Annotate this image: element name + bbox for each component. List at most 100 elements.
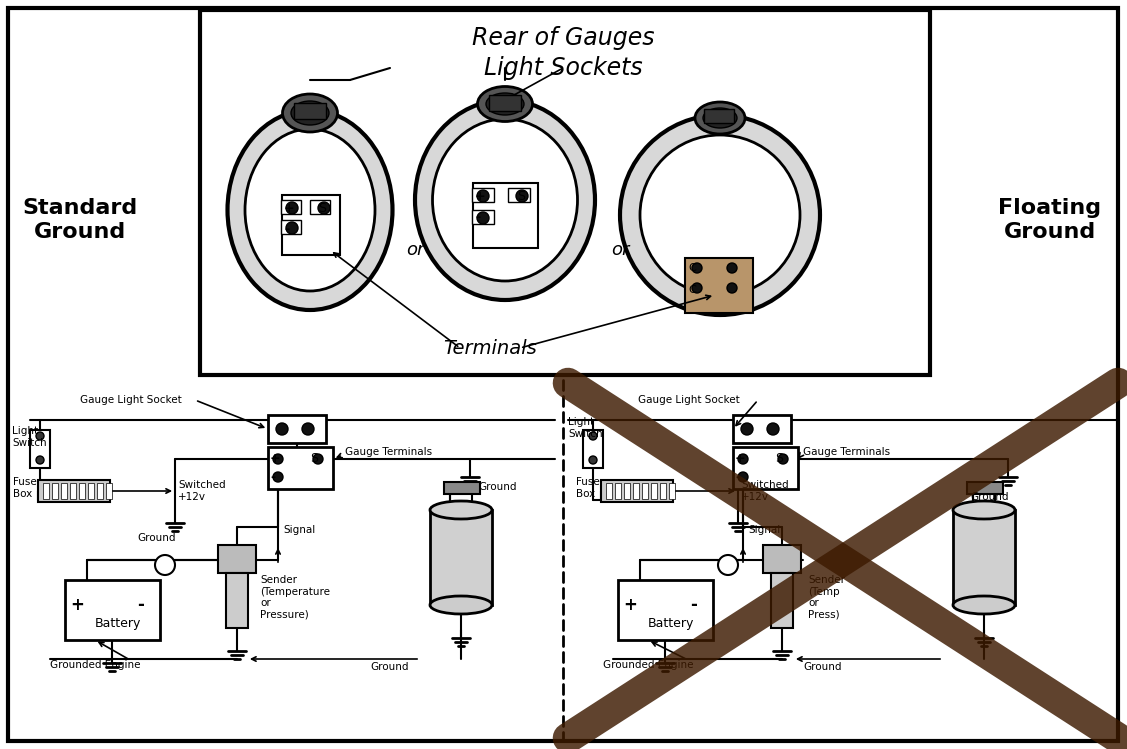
Ellipse shape [953,501,1015,519]
Bar [615,483,621,499]
Text: Signal: Signal [283,525,316,535]
Bar [704,109,734,123]
Bar [70,483,76,499]
Bar [268,447,332,489]
Bar [733,415,791,443]
Text: or: or [611,241,629,259]
Circle shape [156,555,175,575]
Circle shape [273,454,283,464]
Circle shape [640,135,800,295]
Circle shape [286,202,298,214]
Text: C: C [687,285,695,295]
Circle shape [692,263,702,273]
Bar [473,183,538,248]
Circle shape [727,263,737,273]
Circle shape [740,423,753,435]
Text: Battery: Battery [95,617,141,631]
Bar [953,510,1015,605]
Circle shape [276,423,289,435]
Bar [227,573,248,628]
Text: Fuse
Box: Fuse Box [14,477,37,499]
Bar [633,483,639,499]
Bar [281,220,301,234]
Text: Floating
Ground: Floating Ground [999,198,1101,242]
Bar [282,195,340,255]
Text: Gauge Light Socket: Gauge Light Socket [638,395,739,405]
Bar [763,545,801,573]
Circle shape [36,432,44,440]
Text: -: - [690,596,696,614]
Circle shape [273,472,283,482]
Text: +: + [474,189,486,202]
Bar [624,483,630,499]
Bar [79,483,85,499]
Bar [281,200,301,214]
Ellipse shape [228,110,392,310]
Circle shape [589,432,597,440]
Text: Switched
+12v: Switched +12v [178,480,225,502]
Ellipse shape [953,596,1015,614]
Bar [685,258,753,313]
Text: Sender
(Temperature
or
Pressure): Sender (Temperature or Pressure) [260,575,330,620]
Bar [618,580,713,640]
Text: Gauge Light Socket: Gauge Light Socket [80,395,181,405]
Bar [65,580,160,640]
Text: +: + [70,596,83,614]
Circle shape [318,202,330,214]
Bar [52,483,57,499]
Text: -: - [284,223,290,237]
Bar [97,483,103,499]
Text: Light
Switch: Light Switch [568,417,603,439]
Circle shape [718,555,738,575]
Bar [294,103,326,119]
Ellipse shape [695,102,745,134]
Bar [651,483,657,499]
Bar [106,483,112,499]
Text: +: + [735,452,746,465]
Text: Terminals: Terminals [443,339,536,357]
Text: Ground: Ground [371,662,409,672]
Text: Grounded Engine: Grounded Engine [50,660,141,670]
Ellipse shape [703,108,737,128]
Text: +: + [284,201,294,214]
Text: C: C [687,263,695,273]
Bar [38,480,110,502]
Bar [43,483,48,499]
Text: Ground: Ground [478,482,516,492]
Text: Signal: Signal [748,525,780,535]
Bar [967,482,1003,494]
Bar [472,188,494,202]
Text: S: S [318,201,326,214]
Bar [660,483,666,499]
Ellipse shape [478,86,532,121]
Text: Gauge Terminals: Gauge Terminals [345,447,432,457]
Ellipse shape [245,129,375,291]
Bar [733,447,798,489]
Bar [199,10,930,375]
Text: Light
Switch: Light Switch [12,426,46,448]
Bar [431,510,492,605]
Circle shape [477,190,489,202]
Circle shape [738,454,748,464]
Ellipse shape [431,596,492,614]
Circle shape [727,283,737,293]
Text: Ground: Ground [137,533,176,543]
Circle shape [313,454,323,464]
Text: Standard
Ground: Standard Ground [23,198,137,242]
Ellipse shape [431,501,492,519]
Bar [669,483,675,499]
Circle shape [516,190,529,202]
Text: Light Sockets: Light Sockets [483,56,642,80]
Text: +: + [270,452,281,465]
Bar [88,483,94,499]
Circle shape [589,456,597,464]
Text: -: - [270,470,275,484]
Ellipse shape [433,119,577,281]
Circle shape [620,115,820,315]
Text: Sender
(Temp
or
Press): Sender (Temp or Press) [808,575,845,620]
Bar [583,430,603,468]
Text: Battery: Battery [648,617,694,631]
Ellipse shape [283,94,337,132]
Circle shape [286,222,298,234]
Text: Ground: Ground [970,492,1010,502]
